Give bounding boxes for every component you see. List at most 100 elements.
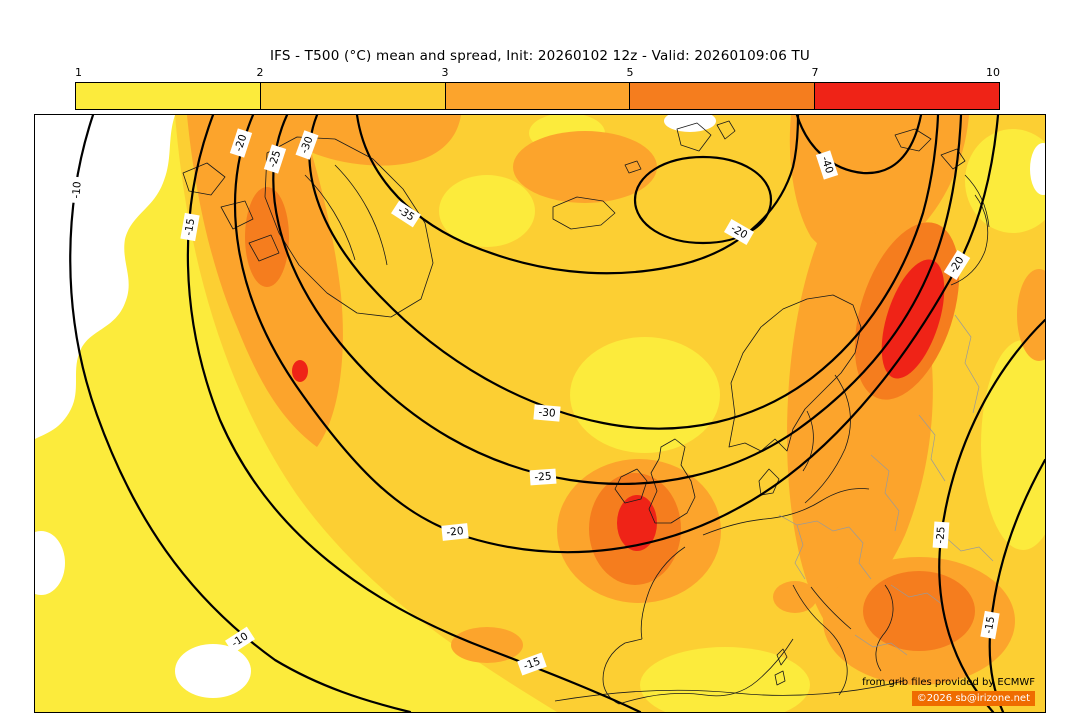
svg-text:-15: -15	[183, 218, 198, 237]
attribution-copyright: ©2026 sb@irizone.net	[911, 691, 1035, 706]
svg-text:-15: -15	[522, 655, 542, 672]
coastline	[624, 160, 642, 174]
contour-label: -10	[68, 176, 86, 204]
spread-region	[617, 495, 657, 551]
coastline	[940, 148, 966, 170]
country-border	[890, 584, 944, 606]
page-title: IFS - T500 (°C) mean and spread, Init: 2…	[269, 48, 811, 64]
contour-label: -20	[723, 219, 755, 245]
contour-label: -15	[517, 652, 547, 676]
colorbar-gradient	[75, 82, 1000, 110]
coastline	[810, 586, 852, 630]
isoline-minus-25	[272, 115, 963, 485]
country-border	[870, 454, 900, 532]
coastline	[702, 488, 870, 536]
isoline-minus-40	[795, 115, 923, 175]
colorbar-tick-labels: 1 2 3 5 7 10	[75, 66, 1000, 81]
isoline-minus-20-closed	[633, 155, 773, 245]
coastline	[676, 122, 712, 152]
spread-region	[175, 644, 251, 698]
coastline	[182, 162, 226, 196]
coastline	[618, 638, 794, 705]
spread-region	[570, 337, 720, 453]
spread-region	[1017, 269, 1045, 361]
contour-label: -30	[295, 130, 319, 160]
coastline	[802, 410, 814, 472]
svg-text:-25: -25	[267, 149, 284, 169]
contour-label: -30	[533, 404, 561, 422]
contour-labels-layer: -10 -10 -15 -15 -20 -20 -20 -20 -25 -25 -25 -30 -30 -…	[68, 128, 1000, 676]
coastline	[264, 136, 434, 318]
contour-label: -20	[229, 128, 253, 158]
coastline	[774, 670, 786, 686]
colorbar-tick-label: 2	[256, 66, 264, 79]
contour-label: -25	[932, 521, 950, 549]
contour-label: -25	[529, 468, 557, 486]
coastline	[894, 128, 932, 152]
svg-text:-20: -20	[446, 525, 464, 539]
coastline	[552, 196, 616, 230]
forecast-map: -10 -10 -15 -15 -20 -20 -20 -20 -25 -25 -25 -30 -30 -…	[34, 114, 1046, 713]
map-canvas: -10 -10 -15 -15 -20 -20 -20 -20 -25 -25 -25 -30 -30 -…	[35, 115, 1045, 712]
contour-label: -15	[180, 212, 200, 242]
colorbar-tick-label: 3	[441, 66, 449, 79]
country-border	[778, 514, 850, 532]
colorbar-segment	[629, 83, 815, 109]
spread-region	[451, 627, 523, 663]
country-border	[848, 526, 872, 580]
isoline-minus-35	[355, 115, 800, 275]
coastline	[648, 438, 696, 524]
svg-text:-25: -25	[534, 470, 552, 483]
svg-text:-20: -20	[233, 133, 250, 153]
colorbar-tick-label: 1	[75, 66, 82, 79]
isoline-minus-30	[308, 115, 940, 430]
colorbar-segment	[259, 83, 445, 109]
coastline	[716, 120, 736, 140]
attribution-source: from grib files provided by ECMWF	[862, 677, 1035, 688]
coastline	[875, 584, 894, 672]
spread-region	[981, 340, 1045, 550]
isoline-minus-15-east	[988, 458, 1045, 712]
colorbar-tick-label: 10	[986, 66, 1000, 79]
coastline	[220, 200, 254, 230]
colorbar-tick-label: 7	[811, 66, 819, 79]
spread-region	[292, 360, 308, 382]
colorbar-tick-label: 5	[626, 66, 634, 79]
coastline	[554, 680, 904, 702]
spread-region	[1030, 143, 1045, 195]
spread-region	[245, 187, 289, 287]
coastline	[776, 648, 788, 666]
coastline	[804, 374, 851, 504]
coastline	[334, 164, 388, 266]
spread-region	[513, 131, 657, 203]
country-border	[854, 634, 908, 656]
isoline-layer	[69, 115, 1045, 712]
spread-colorbar: 1 2 3 5 7 10	[75, 66, 1000, 110]
country-border	[942, 534, 994, 562]
svg-text:-25: -25	[934, 526, 947, 544]
coastline	[964, 174, 990, 228]
contour-label: -20	[441, 523, 469, 541]
svg-text:-30: -30	[298, 135, 315, 155]
isoline-minus-10	[69, 115, 412, 712]
coastline	[792, 584, 848, 696]
country-border	[918, 414, 946, 482]
coastline	[728, 294, 862, 452]
spread-region	[773, 581, 817, 613]
colorbar-segment	[814, 83, 999, 109]
isoline-minus-15	[186, 115, 642, 712]
spread-region	[439, 175, 535, 247]
spread-region	[881, 259, 945, 379]
spread-region	[35, 531, 65, 595]
contour-label: -10	[225, 626, 255, 654]
contour-label: -15	[980, 610, 1000, 640]
spread-fill-layer	[35, 115, 1045, 712]
country-border	[954, 314, 980, 414]
svg-text:-30: -30	[538, 406, 556, 419]
coastline	[950, 194, 989, 286]
coastline	[640, 546, 686, 640]
colorbar-segment	[76, 83, 260, 109]
svg-text:-15: -15	[983, 616, 998, 635]
country-border	[794, 524, 806, 580]
svg-text:-10: -10	[70, 181, 83, 199]
